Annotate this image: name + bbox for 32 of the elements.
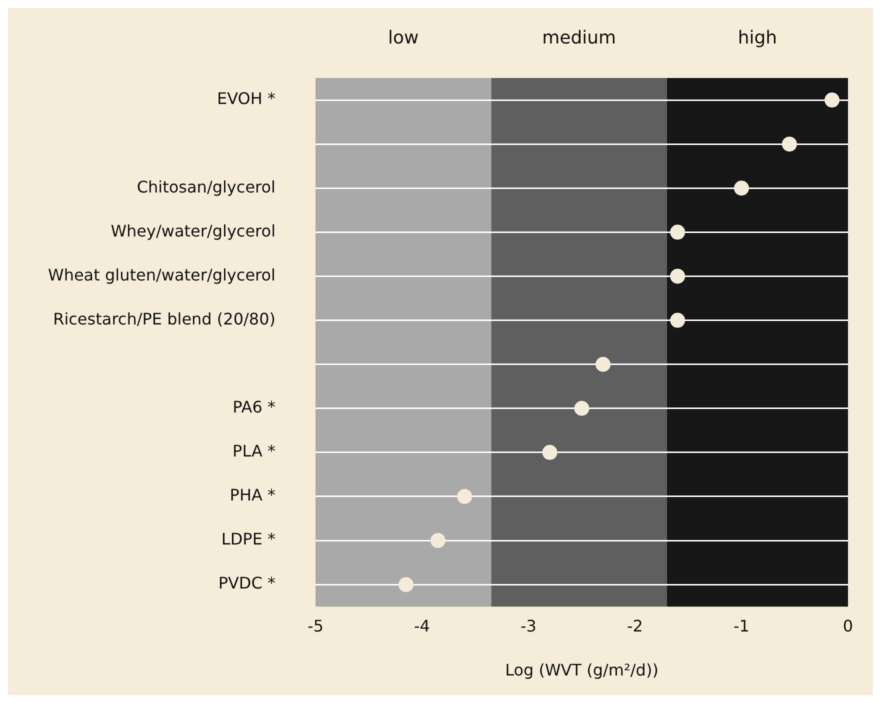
y-tick-label: Chitosan/glycerol [136, 177, 276, 196]
x-tick-label: 0 [842, 616, 854, 636]
band-label: low [388, 28, 419, 49]
point [430, 533, 446, 548]
y-tick-label: PHA * [230, 486, 276, 505]
point [670, 312, 686, 328]
y-tick-label: Whey/water/glycerol [110, 221, 276, 240]
y-tick-label: PA6 * [232, 398, 276, 417]
y-tick-label: Wheat gluten/water/glycerol [48, 265, 276, 284]
point [670, 268, 686, 284]
point [670, 224, 686, 240]
y-tick-label: EVOH * [217, 89, 276, 108]
x-tick-label: -1 [734, 616, 750, 636]
point [734, 180, 749, 196]
y-tick-label: Ricestarch/PE blend (20/80) [53, 309, 276, 328]
point [542, 444, 558, 460]
x-tick-label: -3 [520, 616, 536, 636]
point [824, 92, 840, 108]
point [782, 136, 797, 152]
x-tick-label: -2 [627, 616, 643, 636]
x-tick-label: -5 [308, 616, 324, 636]
band-label: medium [542, 28, 616, 49]
point [457, 488, 472, 504]
y-tick-label: LDPE * [221, 530, 276, 549]
y-tick-label: PLA * [232, 442, 276, 461]
y-tick-label: PVDC * [218, 574, 276, 593]
point [574, 400, 590, 416]
x-tick-label: -4 [414, 616, 430, 636]
x-axis-title: Log (WVT (g/m²/d)) [505, 660, 658, 680]
point [398, 577, 414, 592]
band-label: high [738, 28, 778, 49]
point [596, 356, 611, 372]
